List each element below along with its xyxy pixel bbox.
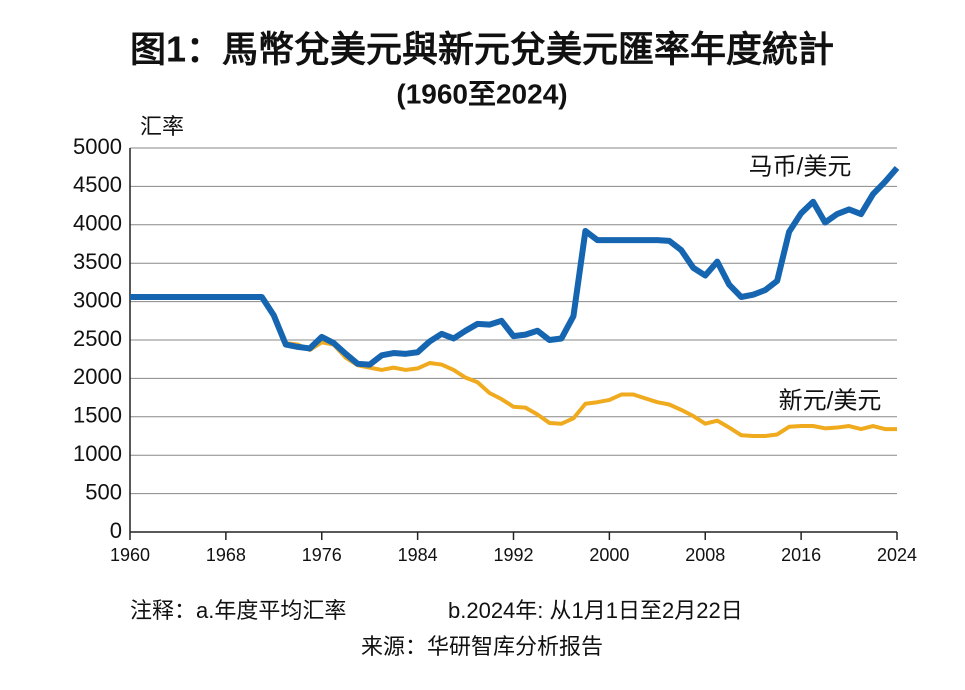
note: b.2024年: 从1月1日至2月22日 — [448, 598, 743, 623]
y-tick-label: 4000 — [73, 211, 122, 236]
y-tick-label: 1500 — [73, 403, 122, 428]
y-axis-label: 汇率 — [140, 114, 184, 139]
source: 来源：华研智库分析报告 — [361, 634, 603, 659]
x-tick-label: 2016 — [781, 545, 821, 565]
x-tick-label: 2024 — [877, 545, 917, 565]
x-tick-label: 1992 — [493, 545, 533, 565]
series-label: 马币/美元 — [749, 153, 852, 180]
y-tick-label: 3000 — [73, 287, 122, 312]
y-tick-label: 4500 — [73, 172, 122, 197]
series-line — [130, 166, 900, 368]
chart-title: 图1：馬幣兌美元與新元兌美元匯率年度統計 — [130, 29, 834, 70]
x-tick-label: 1976 — [302, 545, 342, 565]
x-tick-label: 1984 — [398, 545, 438, 565]
y-tick-label: 2500 — [73, 326, 122, 351]
series-line — [130, 294, 897, 438]
y-tick-label: 5000 — [73, 134, 122, 159]
y-tick-label: 1000 — [73, 441, 122, 466]
y-tick-label: 2000 — [73, 364, 122, 389]
note: 注释：a.年度平均汇率 — [130, 598, 346, 623]
y-tick-label: 3500 — [73, 249, 122, 274]
chart-subtitle: (1960至2024) — [396, 78, 567, 109]
x-tick-label: 1968 — [206, 545, 246, 565]
y-tick-label: 500 — [85, 479, 122, 504]
y-tick-label: 0 — [110, 518, 122, 543]
x-tick-label: 2000 — [589, 545, 629, 565]
x-tick-label: 1960 — [110, 545, 150, 565]
x-tick-label: 2008 — [685, 545, 725, 565]
series-label: 新元/美元 — [779, 387, 882, 414]
